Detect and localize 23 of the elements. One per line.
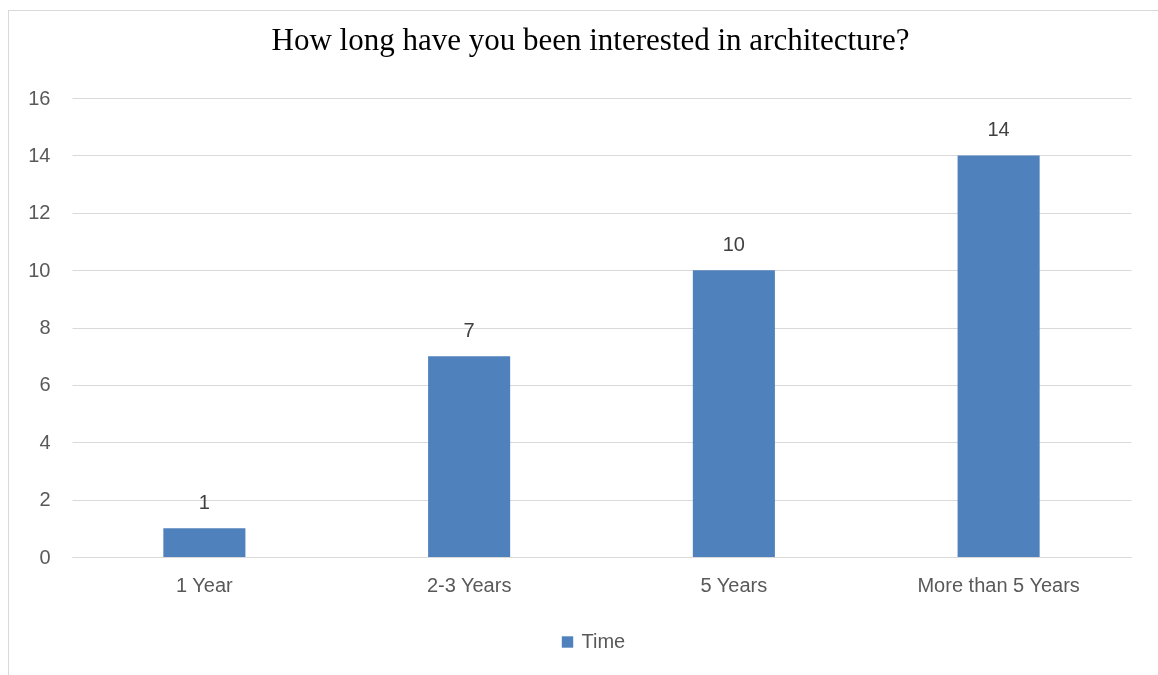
- bar: [163, 528, 246, 557]
- bar: [692, 270, 775, 557]
- y-tick-label: 6: [39, 373, 51, 396]
- data-label: 14: [987, 118, 1010, 141]
- y-tick-label: 0: [39, 545, 51, 568]
- x-tick-label: 5 Years: [700, 573, 768, 596]
- bar: [957, 155, 1040, 557]
- y-tick-label: 10: [28, 258, 51, 281]
- data-label: 7: [463, 319, 475, 342]
- y-tick-label: 4: [39, 430, 51, 453]
- x-tick-label: 2-3 Years: [426, 573, 512, 596]
- data-label: 10: [722, 233, 745, 256]
- chart-title: How long have you been interested in architecture?: [271, 22, 910, 57]
- y-tick-label: 14: [28, 143, 51, 166]
- data-label: 1: [198, 491, 210, 514]
- y-tick-label: 16: [28, 86, 51, 109]
- x-tick-label: 1 Year: [176, 573, 234, 596]
- y-tick-label: 8: [39, 316, 51, 338]
- legend-label: Time: [581, 630, 626, 652]
- x-tick-label: More than 5 Years: [917, 573, 1080, 596]
- y-tick-label: 2: [39, 488, 51, 511]
- bar: [428, 356, 511, 557]
- y-tick-label: 12: [28, 201, 51, 224]
